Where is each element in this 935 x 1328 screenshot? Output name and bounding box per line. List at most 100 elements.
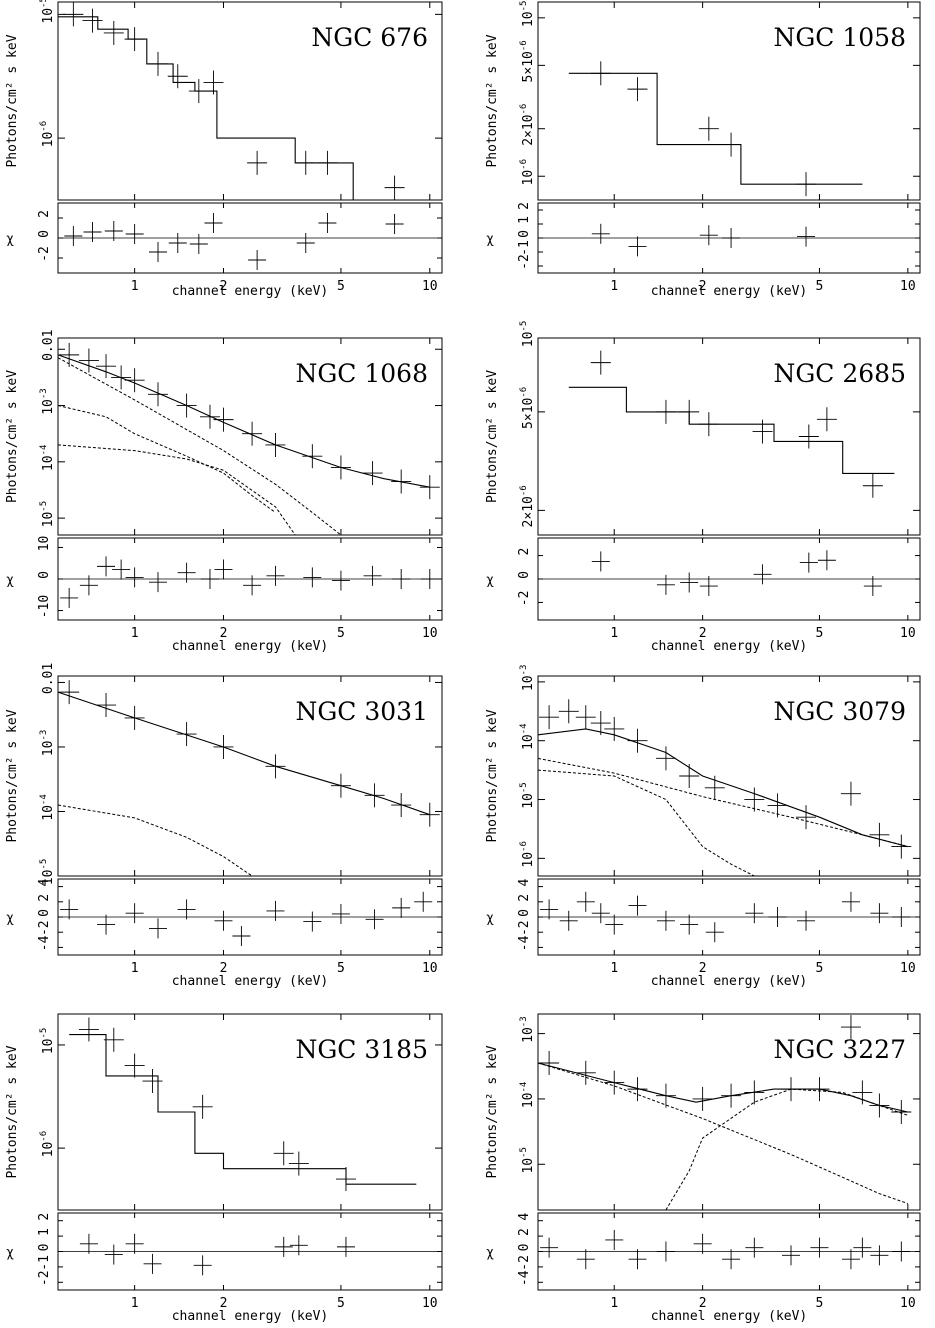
r-tick-label: -2 [37,1270,52,1286]
residual-point [214,910,233,931]
x-tick-label: 2 [699,626,707,641]
r-tick-label: -10 [37,595,52,618]
y-tick-label: 10-5 [519,782,536,809]
model-component-line [57,405,276,513]
object-label: NGC 3185 [295,1035,428,1064]
residual-point [745,1237,764,1258]
residual-point [79,575,98,596]
data-point [288,1151,309,1176]
data-point [142,1069,163,1094]
y-tick-label: 10-5 [519,321,536,348]
data-point [781,1077,802,1102]
x-tick-label: 5 [337,279,345,294]
x-axis-title: channel energy (keV) [651,1309,808,1324]
data-point [265,754,286,779]
data-point [192,1094,213,1119]
residual-point [605,1229,624,1250]
residual-point [363,565,382,586]
x-tick-label: 1 [610,961,618,976]
r-tick-label: 10 [37,536,52,552]
residual-point [177,562,196,583]
data-point [627,1077,648,1102]
residual-point [97,914,116,935]
x-axis-title: channel energy (keV) [172,284,329,299]
x-axis-title: channel energy (keV) [172,639,329,654]
x-axis-title: channel energy (keV) [651,974,808,989]
residual-point [810,1237,829,1258]
r-tick-label: 0 [37,909,52,917]
y-tick-label: 10-4 [39,445,56,472]
residual-point [768,907,787,927]
residual-point [385,214,404,234]
residual-point [870,1245,889,1266]
x-tick-label: 5 [816,961,824,976]
data-point [604,1070,625,1095]
data-point [744,1080,765,1105]
residual-point [863,576,882,597]
r-tick-label: 2 [37,894,52,902]
y-tick-label: 10-5 [519,1,536,28]
residual-point [870,903,889,924]
r-tick-label: -2 [517,1255,532,1271]
x-tick-label: 5 [337,626,345,641]
residual-point [60,899,79,920]
residual-point [125,903,144,924]
data-point [335,1167,356,1192]
data-point [242,421,263,446]
data-point [391,793,412,818]
residual-axis-title: χ [486,1246,494,1261]
residual-point [303,911,322,932]
residual-point [79,1233,98,1254]
data-point [330,773,351,798]
residual-point [559,910,578,931]
residual-point [745,903,764,924]
x-tick-label: 2 [220,626,228,641]
r-tick-label: 2 [517,894,532,902]
residual-point [336,1236,355,1257]
y-tick-label: 10-3 [519,665,536,692]
data-point [869,822,890,847]
data-point [891,834,912,859]
data-point [82,8,103,33]
x-tick-label: 2 [220,1296,228,1311]
residual-point [699,225,718,246]
r-tick-label: -1 [37,1255,52,1271]
data-point [752,419,773,444]
x-tick-label: 2 [220,961,228,976]
y-tick-label: 2×10-6 [519,485,536,527]
data-point [679,399,700,424]
residual-point [799,552,818,573]
y-tick-label: 5×10-6 [519,387,536,429]
residual-point [699,576,718,597]
residual-point [296,233,315,253]
data-point [78,348,99,373]
data-point [59,680,80,705]
r-tick-label: 0 [37,1244,52,1252]
residual-point [591,903,610,924]
residual-point [189,234,208,254]
data-point [698,412,719,437]
y-tick-label: 0.01 [41,330,56,361]
data-point [96,354,117,379]
x-tick-label: 2 [699,961,707,976]
r-tick-label: 2 [517,548,532,556]
y-tick-label: 10-5 [519,1147,536,1174]
object-label: NGC 3031 [295,697,428,726]
data-point [247,150,268,175]
residual-point [892,907,911,927]
r-tick-label: 1 [517,216,532,224]
residual-axis-title: χ [6,911,14,926]
residual-point [214,559,233,580]
x-tick-label: 1 [610,626,618,641]
r-tick-label: 0 [517,230,532,238]
residual-point [782,1245,801,1266]
data-point [213,407,234,432]
x-tick-label: 10 [900,1296,916,1311]
data-point [655,1083,676,1108]
data-point [862,473,883,498]
r-tick-label: -4 [37,935,52,951]
spectrum-frame [57,1,443,201]
data-point [721,132,742,157]
